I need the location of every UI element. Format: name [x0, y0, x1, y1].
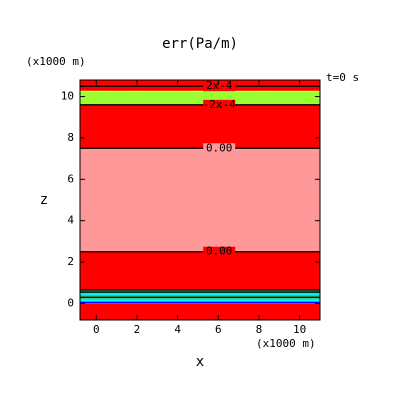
x-tick-label: 6 — [215, 323, 222, 336]
y-unit: (x1000 m) — [26, 55, 86, 68]
time-label: t=0 s — [326, 71, 359, 84]
y-tick-label: 10 — [61, 90, 74, 103]
contour-band — [80, 148, 320, 252]
contour-label-bg — [203, 143, 236, 154]
chart-title: err(Pa/m) — [162, 36, 238, 52]
x-tick-label: 10 — [293, 323, 306, 336]
y-tick-label: 0 — [67, 296, 74, 309]
y-tick-label: 4 — [67, 214, 74, 227]
contour-label: -2x-4 — [203, 98, 236, 111]
contour-label-bg — [203, 81, 236, 92]
contour-label-bg — [203, 246, 236, 257]
x-tick-label: 8 — [256, 323, 263, 336]
contour-label: 0.00 — [206, 141, 233, 154]
contour-band — [80, 104, 320, 149]
y-tick-label: 2 — [67, 255, 74, 268]
y-label: z — [40, 192, 48, 208]
contour-band — [80, 91, 320, 105]
y-tick-label: 6 — [67, 172, 74, 185]
contour-label: 2x-4 — [206, 79, 233, 92]
x-tick-label: 4 — [174, 323, 181, 336]
plot-area: 0.00 0.00 -2x-4 2x-4 — [80, 79, 320, 320]
contour-label: 0.00 — [206, 245, 233, 258]
y-tick-label: 8 — [67, 131, 74, 144]
x-tick-label: 2 — [134, 323, 141, 336]
contour-label-bg — [203, 99, 236, 110]
plot-frame — [79, 79, 321, 321]
x-label: x — [196, 354, 204, 370]
x-tick-label: 0 — [93, 323, 100, 336]
contour-band — [80, 251, 320, 290]
contour-band — [80, 303, 320, 320]
x-unit: (x1000 m) — [256, 337, 316, 350]
